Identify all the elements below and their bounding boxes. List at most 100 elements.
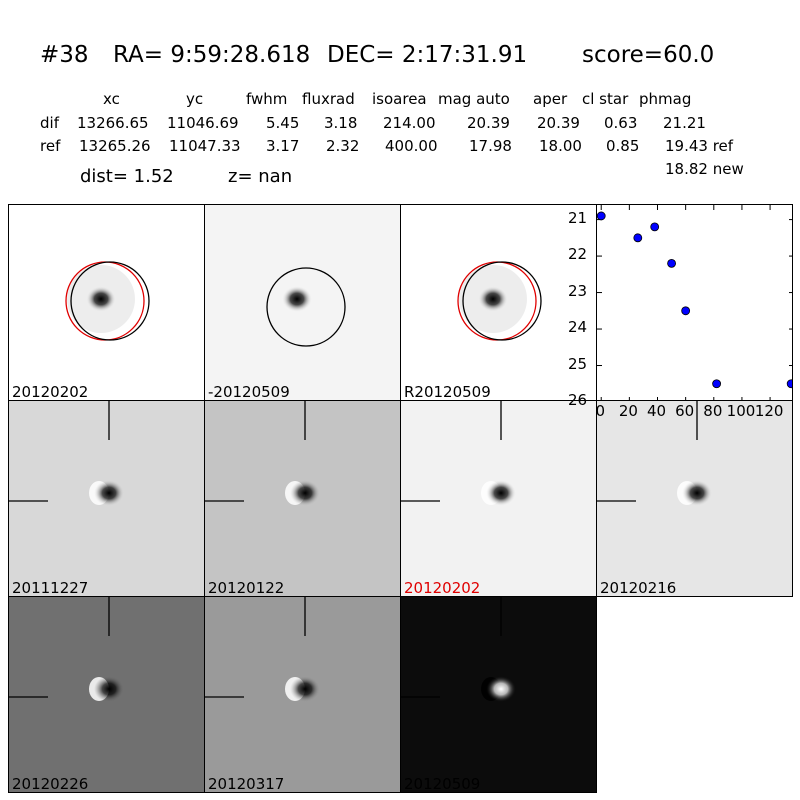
- data-point: [650, 222, 660, 232]
- cell-fwhm: 5.45: [266, 114, 300, 132]
- light-curve-plot: [596, 204, 793, 401]
- cell-phmag: 19.43 ref: [665, 137, 734, 155]
- stamp-panel: -20120509: [204, 204, 401, 401]
- stamp-date-label: 20120226: [12, 775, 89, 793]
- stamp-date-label: 20120122: [208, 579, 285, 597]
- y-tick-label: 26: [568, 391, 588, 409]
- stamp-date-label: R20120509: [404, 383, 491, 401]
- stamp-date-label: 20111227: [12, 579, 89, 597]
- x-tick-label: 40: [647, 402, 667, 420]
- x-tick-label: 0: [595, 402, 606, 420]
- data-point: [712, 379, 722, 389]
- y-tick-label: 23: [568, 281, 588, 300]
- stamp-image: [205, 401, 320, 506]
- data-point: [786, 379, 792, 389]
- col-aper: aper: [533, 90, 568, 108]
- stamp-image: [205, 597, 320, 702]
- source-blob: [486, 676, 516, 702]
- source-blob: [282, 286, 312, 312]
- col-isoarea: isoarea: [372, 90, 427, 108]
- row-label: dif: [40, 114, 59, 132]
- stamp-date-label: 20120202: [404, 579, 481, 597]
- stamp-date-label: -20120509: [208, 383, 290, 401]
- data-point: [667, 258, 676, 268]
- candidate-id: #38: [40, 42, 89, 68]
- stamp-image: [401, 401, 516, 506]
- cell-cl-star: 0.85: [606, 137, 640, 155]
- stamp-image: [401, 597, 516, 702]
- source-blob: [94, 480, 124, 506]
- stamp-image: [597, 401, 712, 506]
- cell-yc: 11046.69: [167, 114, 239, 132]
- distance: dist= 1.52: [80, 166, 174, 187]
- stamp-date-label: 20120509: [404, 775, 481, 793]
- stamp-panel: 20120216: [596, 400, 793, 597]
- phmag-new: 18.82 new: [665, 160, 744, 178]
- col-fluxrad: fluxrad: [302, 90, 355, 108]
- dec-coordinate: DEC= 2:17:31.91: [327, 42, 528, 68]
- aperture-circle: [266, 267, 346, 347]
- stamp-panel: 20120317: [204, 596, 401, 793]
- score: score=60.0: [582, 42, 715, 68]
- col-cl-star: cl star: [582, 90, 629, 108]
- x-tick-label: 60: [675, 402, 695, 420]
- row-label: ref: [40, 137, 61, 155]
- cell-phmag: 21.21: [663, 114, 706, 132]
- cell-isoarea: 400.00: [385, 137, 438, 155]
- stamp-panel: 20111227: [8, 400, 205, 597]
- cell-isoarea: 214.00: [383, 114, 436, 132]
- x-tick-label: 80: [703, 402, 723, 420]
- stamp-panel: 20120122: [204, 400, 401, 597]
- stamp-panel: 20120202: [400, 400, 597, 597]
- stamp-panel: R20120509: [400, 204, 597, 401]
- stamp-image: [9, 401, 124, 506]
- col-mag-auto: mag auto: [438, 90, 510, 108]
- col-fwhm: fwhm: [246, 90, 288, 108]
- aperture-circle: [70, 261, 150, 341]
- stamp-panel: 20120509: [400, 596, 597, 793]
- source-blob: [86, 286, 116, 312]
- stamp-image: [266, 267, 346, 347]
- cell-fwhm: 3.17: [266, 137, 300, 155]
- cell-aper: 18.00: [539, 137, 582, 155]
- y-tick-label: 21: [568, 208, 588, 227]
- data-point: [633, 233, 643, 243]
- stamp-date-label: 20120317: [208, 775, 285, 793]
- cell-fluxrad: 3.18: [324, 114, 358, 132]
- x-tick-label: 20: [618, 402, 638, 420]
- stamp-image: [65, 261, 150, 341]
- y-tick-label: 25: [568, 354, 588, 373]
- cell-fluxrad: 2.32: [326, 137, 360, 155]
- source-blob: [94, 676, 124, 702]
- source-blob: [290, 480, 320, 506]
- stamp-panel: 20120226: [8, 596, 205, 793]
- y-tick-label: 24: [568, 318, 588, 337]
- cell-xc: 13265.26: [79, 137, 151, 155]
- cell-yc: 11047.33: [169, 137, 241, 155]
- ra-coordinate: RA= 9:59:28.618: [113, 42, 311, 68]
- y-tick-label: 22: [568, 245, 588, 264]
- x-tick-label: 120: [754, 402, 784, 420]
- cell-aper: 20.39: [537, 114, 580, 132]
- light-curve-svg: [597, 205, 792, 400]
- source-blob: [478, 286, 508, 312]
- stamp-image: [9, 597, 124, 702]
- cell-mag-auto: 17.98: [469, 137, 512, 155]
- col-yc: yc: [186, 90, 204, 108]
- source-blob: [682, 480, 712, 506]
- cell-xc: 13266.65: [77, 114, 149, 132]
- source-blob: [486, 480, 516, 506]
- data-point: [597, 211, 606, 221]
- stamp-date-label: 20120216: [600, 579, 677, 597]
- x-tick-label: 100: [726, 402, 756, 420]
- col-phmag: phmag: [639, 90, 692, 108]
- cell-cl-star: 0.63: [604, 114, 638, 132]
- redshift: z= nan: [228, 166, 293, 187]
- cell-mag-auto: 20.39: [467, 114, 510, 132]
- col-xc: xc: [103, 90, 120, 108]
- source-blob: [290, 676, 320, 702]
- data-point: [681, 306, 691, 316]
- aperture-circle: [462, 261, 542, 341]
- stamp-image: [457, 261, 542, 341]
- stamp-panel: 20120202: [8, 204, 205, 401]
